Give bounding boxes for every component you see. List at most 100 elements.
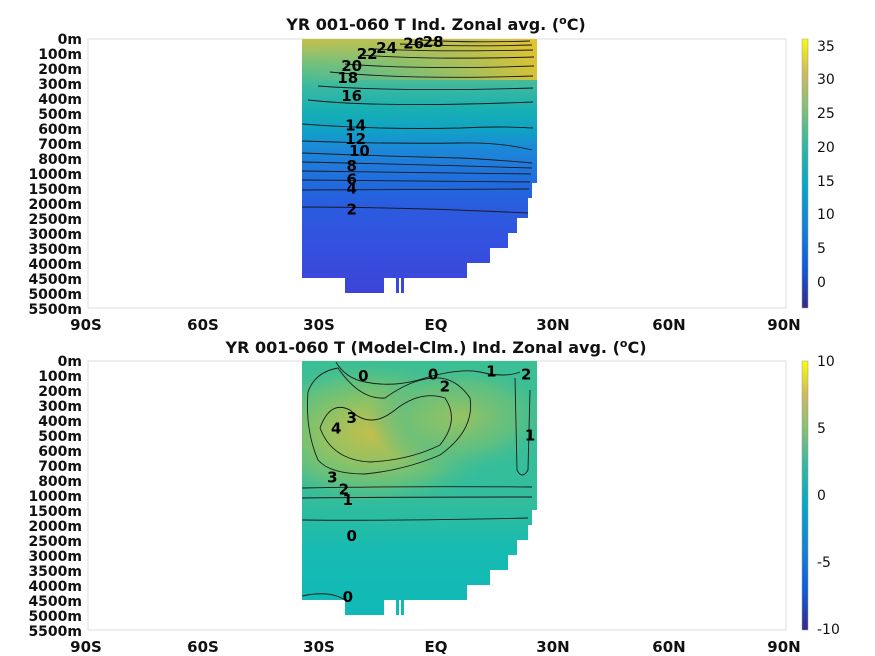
contour-label: 0: [343, 588, 353, 606]
bottom-ytick: 800m: [38, 474, 82, 490]
panel-top: YR 001-060 T Ind. Zonal avg. (oC): [28, 14, 834, 335]
contour-label: 3: [346, 409, 356, 427]
contour-label: 1: [343, 491, 353, 509]
top-colorbar: 35 30 25 20 15 10 5 0: [801, 38, 835, 309]
bottom-ytick: 200m: [38, 384, 82, 400]
bottom-ytick: 4500m: [28, 594, 82, 610]
bottom-xtick: 30N: [536, 638, 569, 656]
top-xtick: 60N: [652, 316, 685, 334]
contour-label: 8: [346, 157, 356, 175]
contour-label: 6: [346, 171, 356, 189]
bottom-ytick: 700m: [38, 459, 82, 475]
contour-label: 2: [346, 200, 356, 218]
bottom-contour-lines: [301, 361, 533, 601]
bottom-colorbar-ramp: [801, 360, 809, 631]
contour-label: 18: [337, 69, 358, 87]
contour-label: 20: [341, 57, 362, 75]
top-ytick: 700m: [38, 137, 82, 153]
contour-label: 1: [486, 363, 496, 381]
contour-label: 12: [345, 130, 366, 148]
bottom-ytick: 3500m: [28, 564, 82, 580]
contour-label: 4: [346, 179, 356, 197]
bottom-colorbar: 10 5 0 -5 -10: [801, 354, 840, 638]
contour-label: 3: [327, 469, 337, 487]
bottom-ytick: 1000m: [28, 489, 82, 505]
top-xtick: 90N: [767, 316, 800, 334]
top-colorbar-tick: 35: [817, 39, 835, 55]
top-ytick: 400m: [38, 92, 82, 108]
top-ytick: 1500m: [28, 182, 82, 198]
contour-label: 2: [440, 377, 450, 395]
contour-label: 16: [341, 87, 362, 105]
top-ytick: 0m: [58, 32, 82, 48]
top-ytick: 2000m: [28, 197, 82, 213]
top-colorbar-tick: 30: [817, 72, 835, 88]
contour-label: 26: [403, 35, 424, 53]
bottom-ytick: 2500m: [28, 534, 82, 550]
bottom-colorbar-tick: -10: [817, 622, 840, 638]
bottom-ytick: 5000m: [28, 609, 82, 625]
bottom-ytick: 5500m: [28, 624, 82, 640]
bottom-field: [302, 361, 537, 615]
top-field: [302, 39, 537, 293]
top-xtick: 30S: [303, 316, 335, 334]
bottom-colorbar-tick: 5: [817, 421, 826, 437]
top-colorbar-tick: 5: [817, 241, 826, 257]
top-ytick: 3000m: [28, 227, 82, 243]
top-ytick: 800m: [38, 152, 82, 168]
panel-bottom: YR 001-060 T (Model-Clm.) Ind. Zonal avg…: [28, 337, 839, 656]
top-ytick: 5000m: [28, 287, 82, 303]
top-colorbar-tick: 10: [817, 207, 835, 223]
top-x-axis: 90S 60S 30S EQ 30N 60N 90N: [70, 316, 801, 334]
top-ytick: 600m: [38, 122, 82, 138]
bottom-xtick: 90S: [70, 638, 102, 656]
contour-label: 0: [346, 527, 356, 545]
bottom-ytick: 500m: [38, 429, 82, 445]
top-ytick: 200m: [38, 62, 82, 78]
bottom-ytick: 400m: [38, 414, 82, 430]
bottom-ytick: 1500m: [28, 504, 82, 520]
top-xtick: 90S: [70, 316, 102, 334]
bottom-colorbar-tick: 0: [817, 488, 826, 504]
top-ytick: 500m: [38, 107, 82, 123]
top-ytick: 5500m: [28, 302, 82, 318]
top-ytick: 4500m: [28, 272, 82, 288]
contour-label: 10: [349, 142, 370, 160]
contour-label: 2: [339, 481, 349, 499]
contour-label: 4: [331, 419, 341, 437]
top-title: YR 001-060 T Ind. Zonal avg. (oC): [285, 14, 586, 35]
bottom-ytick: 100m: [38, 369, 82, 385]
top-xtick: 30N: [536, 316, 569, 334]
bottom-ytick: 300m: [38, 399, 82, 415]
contour-label: 22: [357, 45, 378, 63]
top-colorbar-tick: 0: [817, 275, 826, 291]
top-xtick: 60S: [187, 316, 219, 334]
contour-label: 0: [358, 367, 368, 385]
bottom-colorbar-tick: -5: [817, 555, 831, 571]
bottom-ytick: 2000m: [28, 519, 82, 535]
contour-label: 0: [428, 365, 438, 383]
top-ytick: 3500m: [28, 242, 82, 258]
contour-label: 1: [525, 427, 535, 445]
top-xtick: EQ: [425, 316, 448, 334]
top-ytick: 4000m: [28, 257, 82, 273]
contour-label: 2: [521, 365, 531, 383]
bottom-ytick: 0m: [58, 354, 82, 370]
top-colorbar-ramp: [801, 38, 809, 309]
top-y-axis: 0m 100m 200m 300m 400m 500m 600m 700m 80…: [28, 32, 82, 318]
bottom-y-axis: 0m 100m 200m 300m 400m 500m 600m 700m 80…: [28, 354, 82, 640]
bottom-ytick: 3000m: [28, 549, 82, 565]
top-ytick: 300m: [38, 77, 82, 93]
bottom-title: YR 001-060 T (Model-Clm.) Ind. Zonal avg…: [224, 337, 646, 358]
top-ytick: 1000m: [28, 167, 82, 183]
bottom-ytick: 4000m: [28, 579, 82, 595]
bottom-x-axis: 90S 60S 30S EQ 30N 60N 90N: [70, 638, 801, 656]
bottom-colorbar-tick: 10: [817, 354, 835, 370]
top-colorbar-tick: 25: [817, 106, 835, 122]
top-contour-lines: [301, 39, 535, 214]
bottom-xtick: 90N: [767, 638, 800, 656]
top-colorbar-tick: 15: [817, 174, 835, 190]
